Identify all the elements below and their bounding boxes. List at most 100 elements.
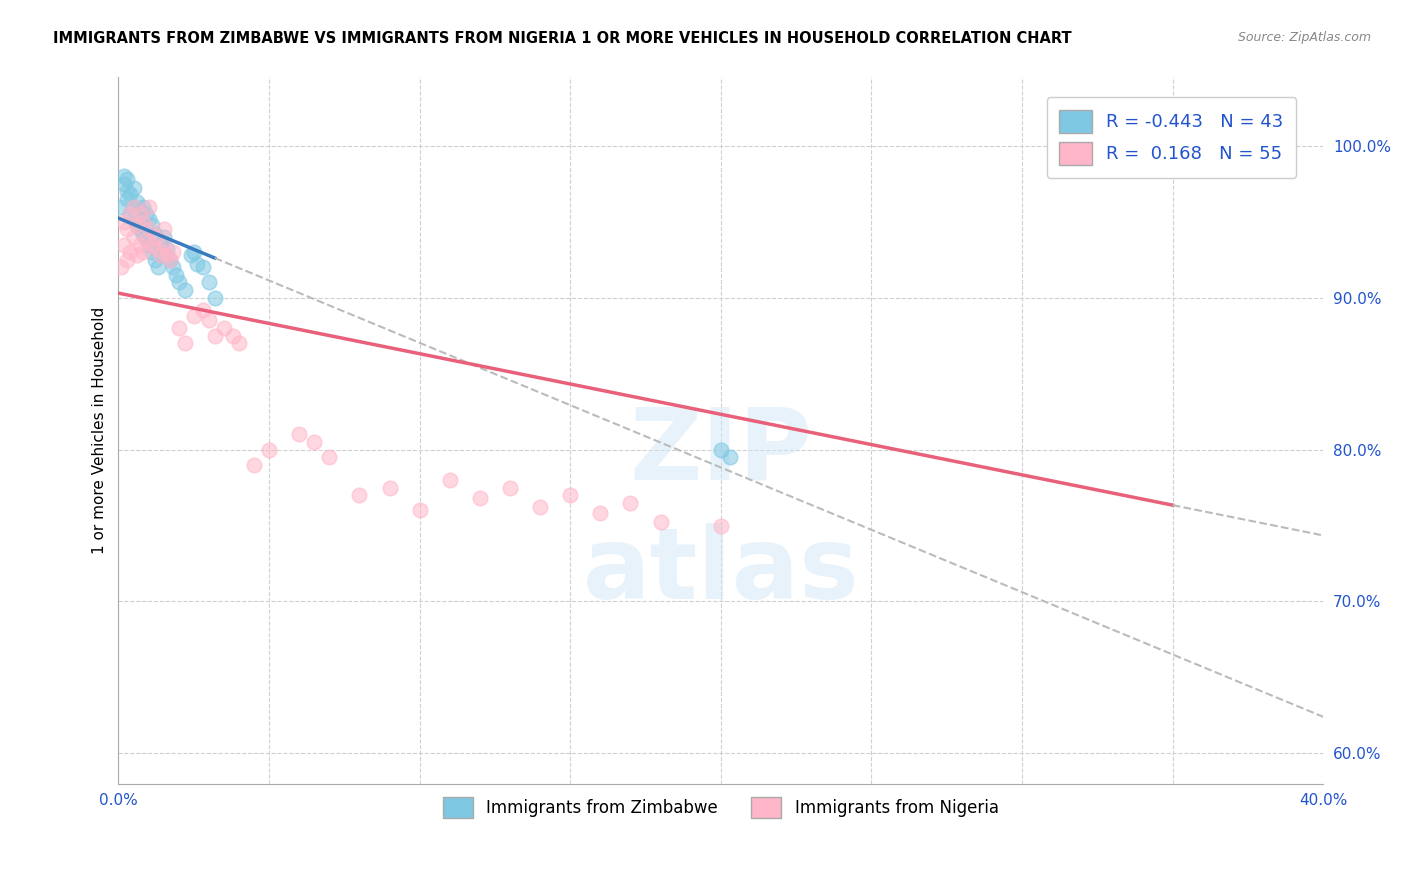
Point: [162, 245, 184, 260]
Point: [128, 207, 150, 221]
Point: [529, 500, 551, 515]
Point: [128, 202, 150, 217]
Point: [146, 260, 169, 275]
Point: [408, 503, 430, 517]
Point: [117, 222, 139, 236]
Point: [710, 518, 733, 533]
Point: [131, 245, 153, 260]
Point: [162, 260, 184, 275]
Point: [186, 257, 208, 271]
Point: [114, 169, 136, 183]
Point: [122, 230, 145, 244]
Point: [302, 434, 325, 449]
Point: [125, 248, 148, 262]
Point: [125, 194, 148, 209]
Text: Source: ZipAtlas.com: Source: ZipAtlas.com: [1237, 31, 1371, 45]
Point: [143, 227, 166, 241]
Point: [378, 481, 401, 495]
Point: [198, 276, 221, 290]
Point: [560, 488, 582, 502]
Point: [257, 442, 280, 457]
Point: [183, 309, 205, 323]
Y-axis label: 1 or more Vehicles in Household: 1 or more Vehicles in Household: [93, 307, 107, 554]
Point: [138, 200, 160, 214]
Point: [156, 248, 179, 262]
Point: [138, 211, 160, 226]
Point: [173, 283, 195, 297]
Point: [468, 491, 491, 505]
Point: [141, 245, 163, 260]
Point: [499, 481, 522, 495]
Point: [128, 222, 150, 236]
Point: [198, 313, 221, 327]
Point: [156, 242, 179, 256]
Point: [141, 237, 163, 252]
Text: IMMIGRANTS FROM ZIMBABWE VS IMMIGRANTS FROM NIGERIA 1 OR MORE VEHICLES IN HOUSEH: IMMIGRANTS FROM ZIMBABWE VS IMMIGRANTS F…: [53, 31, 1071, 46]
Point: [122, 200, 145, 214]
Point: [288, 427, 311, 442]
Point: [135, 230, 157, 244]
Point: [589, 507, 612, 521]
Point: [141, 218, 163, 232]
Point: [1071, 138, 1094, 153]
Point: [183, 245, 205, 260]
Point: [710, 442, 733, 457]
Point: [128, 237, 150, 252]
Point: [135, 207, 157, 221]
Point: [131, 200, 153, 214]
Point: [439, 473, 461, 487]
Point: [222, 328, 245, 343]
Point: [152, 222, 174, 236]
Point: [650, 516, 672, 530]
Point: [110, 200, 132, 214]
Point: [125, 218, 148, 232]
Point: [167, 276, 190, 290]
Point: [131, 227, 153, 241]
Point: [152, 248, 174, 262]
Legend: Immigrants from Zimbabwe, Immigrants from Nigeria: Immigrants from Zimbabwe, Immigrants fro…: [436, 790, 1005, 825]
Point: [122, 181, 145, 195]
Point: [149, 248, 172, 262]
Point: [173, 336, 195, 351]
Point: [143, 230, 166, 244]
Point: [349, 488, 371, 502]
Point: [114, 237, 136, 252]
Point: [122, 211, 145, 226]
Point: [718, 450, 741, 465]
Point: [159, 252, 181, 267]
Point: [117, 185, 139, 199]
Point: [131, 215, 153, 229]
Point: [318, 450, 340, 465]
Point: [159, 252, 181, 267]
Point: [110, 260, 132, 275]
Point: [619, 496, 641, 510]
Point: [1161, 161, 1184, 176]
Point: [146, 242, 169, 256]
Point: [135, 233, 157, 247]
Point: [228, 336, 250, 351]
Point: [167, 321, 190, 335]
Point: [117, 172, 139, 186]
Point: [180, 248, 202, 262]
Point: [117, 192, 139, 206]
Point: [120, 207, 142, 221]
Point: [165, 268, 187, 282]
Point: [191, 302, 214, 317]
Point: [125, 218, 148, 232]
Point: [114, 215, 136, 229]
Point: [212, 321, 235, 335]
Point: [143, 252, 166, 267]
Point: [149, 237, 172, 252]
Text: ZIP: ZIP: [630, 403, 813, 500]
Point: [152, 230, 174, 244]
Point: [114, 177, 136, 191]
Point: [243, 458, 266, 472]
Text: atlas: atlas: [582, 524, 859, 620]
Point: [122, 200, 145, 214]
Point: [191, 260, 214, 275]
Point: [204, 291, 226, 305]
Point: [138, 222, 160, 236]
Point: [120, 245, 142, 260]
Point: [138, 237, 160, 252]
Point: [117, 252, 139, 267]
